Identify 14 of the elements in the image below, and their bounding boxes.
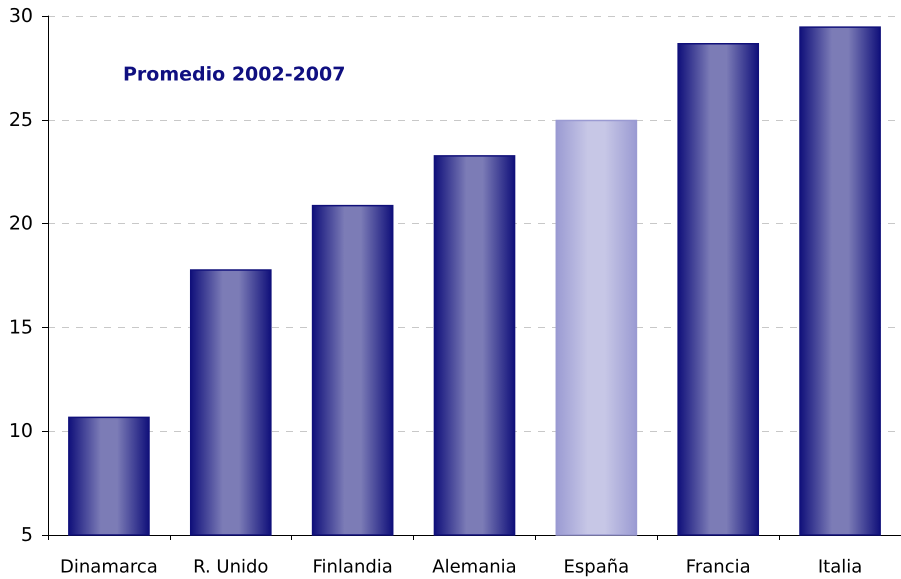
x-tick-label: Francia [686, 556, 751, 578]
y-tick-label: 25 [8, 108, 33, 131]
x-tick-label: Dinamarca [60, 556, 158, 578]
y-tick-label: 20 [8, 212, 33, 235]
x-tick-label: Finlandia [312, 556, 393, 578]
y-tick-label: 5 [20, 524, 33, 546]
x-tick-label: Alemania [432, 556, 517, 578]
y-tick-label: 10 [8, 420, 33, 442]
y-tick-label: 15 [8, 316, 33, 338]
x-tick-label: Italia [818, 556, 862, 578]
x-tick-label: España [564, 556, 630, 578]
x-tick-label: R. Unido [193, 556, 268, 578]
y-tick-label: 30 [8, 5, 33, 27]
text: Promedio 2002-2007 [123, 64, 346, 86]
